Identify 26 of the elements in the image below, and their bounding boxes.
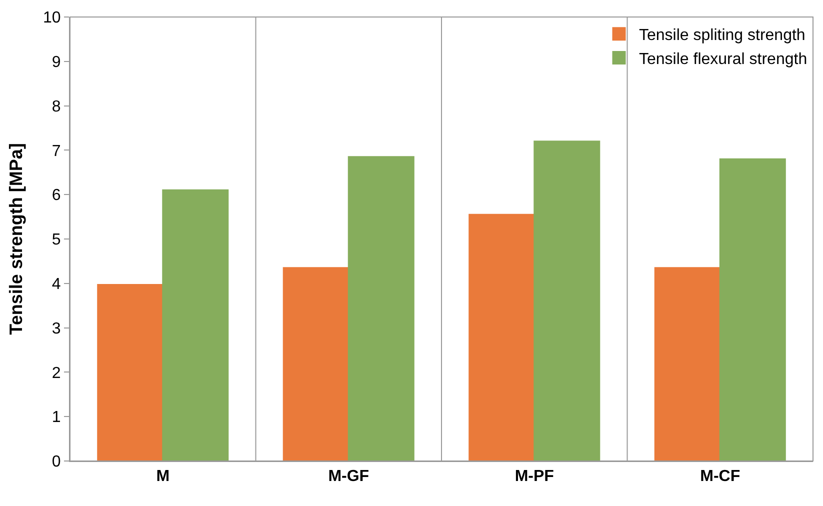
- x-tick-label: M-PF: [514, 468, 554, 486]
- y-tick-label: 7: [52, 142, 61, 160]
- bar: [348, 156, 414, 461]
- y-tick-label: 1: [52, 409, 61, 426]
- y-tick-label: 6: [52, 187, 61, 204]
- y-tick-label: 3: [52, 320, 61, 338]
- y-tick-label: 4: [52, 276, 61, 293]
- bar: [534, 140, 600, 461]
- bar: [654, 267, 721, 461]
- x-tick-label: M-GF: [328, 468, 370, 486]
- y-tick-label: 9: [52, 54, 61, 71]
- y-tick-label: 10: [43, 10, 61, 27]
- y-tick-label: 0: [52, 454, 61, 471]
- legend-label: Tensile flexural strength: [639, 50, 808, 68]
- y-tick-label: 2: [52, 364, 61, 382]
- x-tick-label: M-CF: [700, 468, 740, 486]
- legend-label: Tensile spliting strength: [639, 27, 806, 44]
- y-axis-title: Tensile strength [MPa]: [6, 143, 26, 335]
- x-tick-label: M: [156, 468, 170, 486]
- bar: [162, 189, 229, 461]
- bar: [468, 214, 536, 461]
- bar: [719, 158, 786, 461]
- y-tick-label: 8: [52, 98, 61, 116]
- bar: [97, 284, 164, 461]
- y-tick-label: 5: [52, 232, 61, 249]
- bar: [282, 267, 350, 461]
